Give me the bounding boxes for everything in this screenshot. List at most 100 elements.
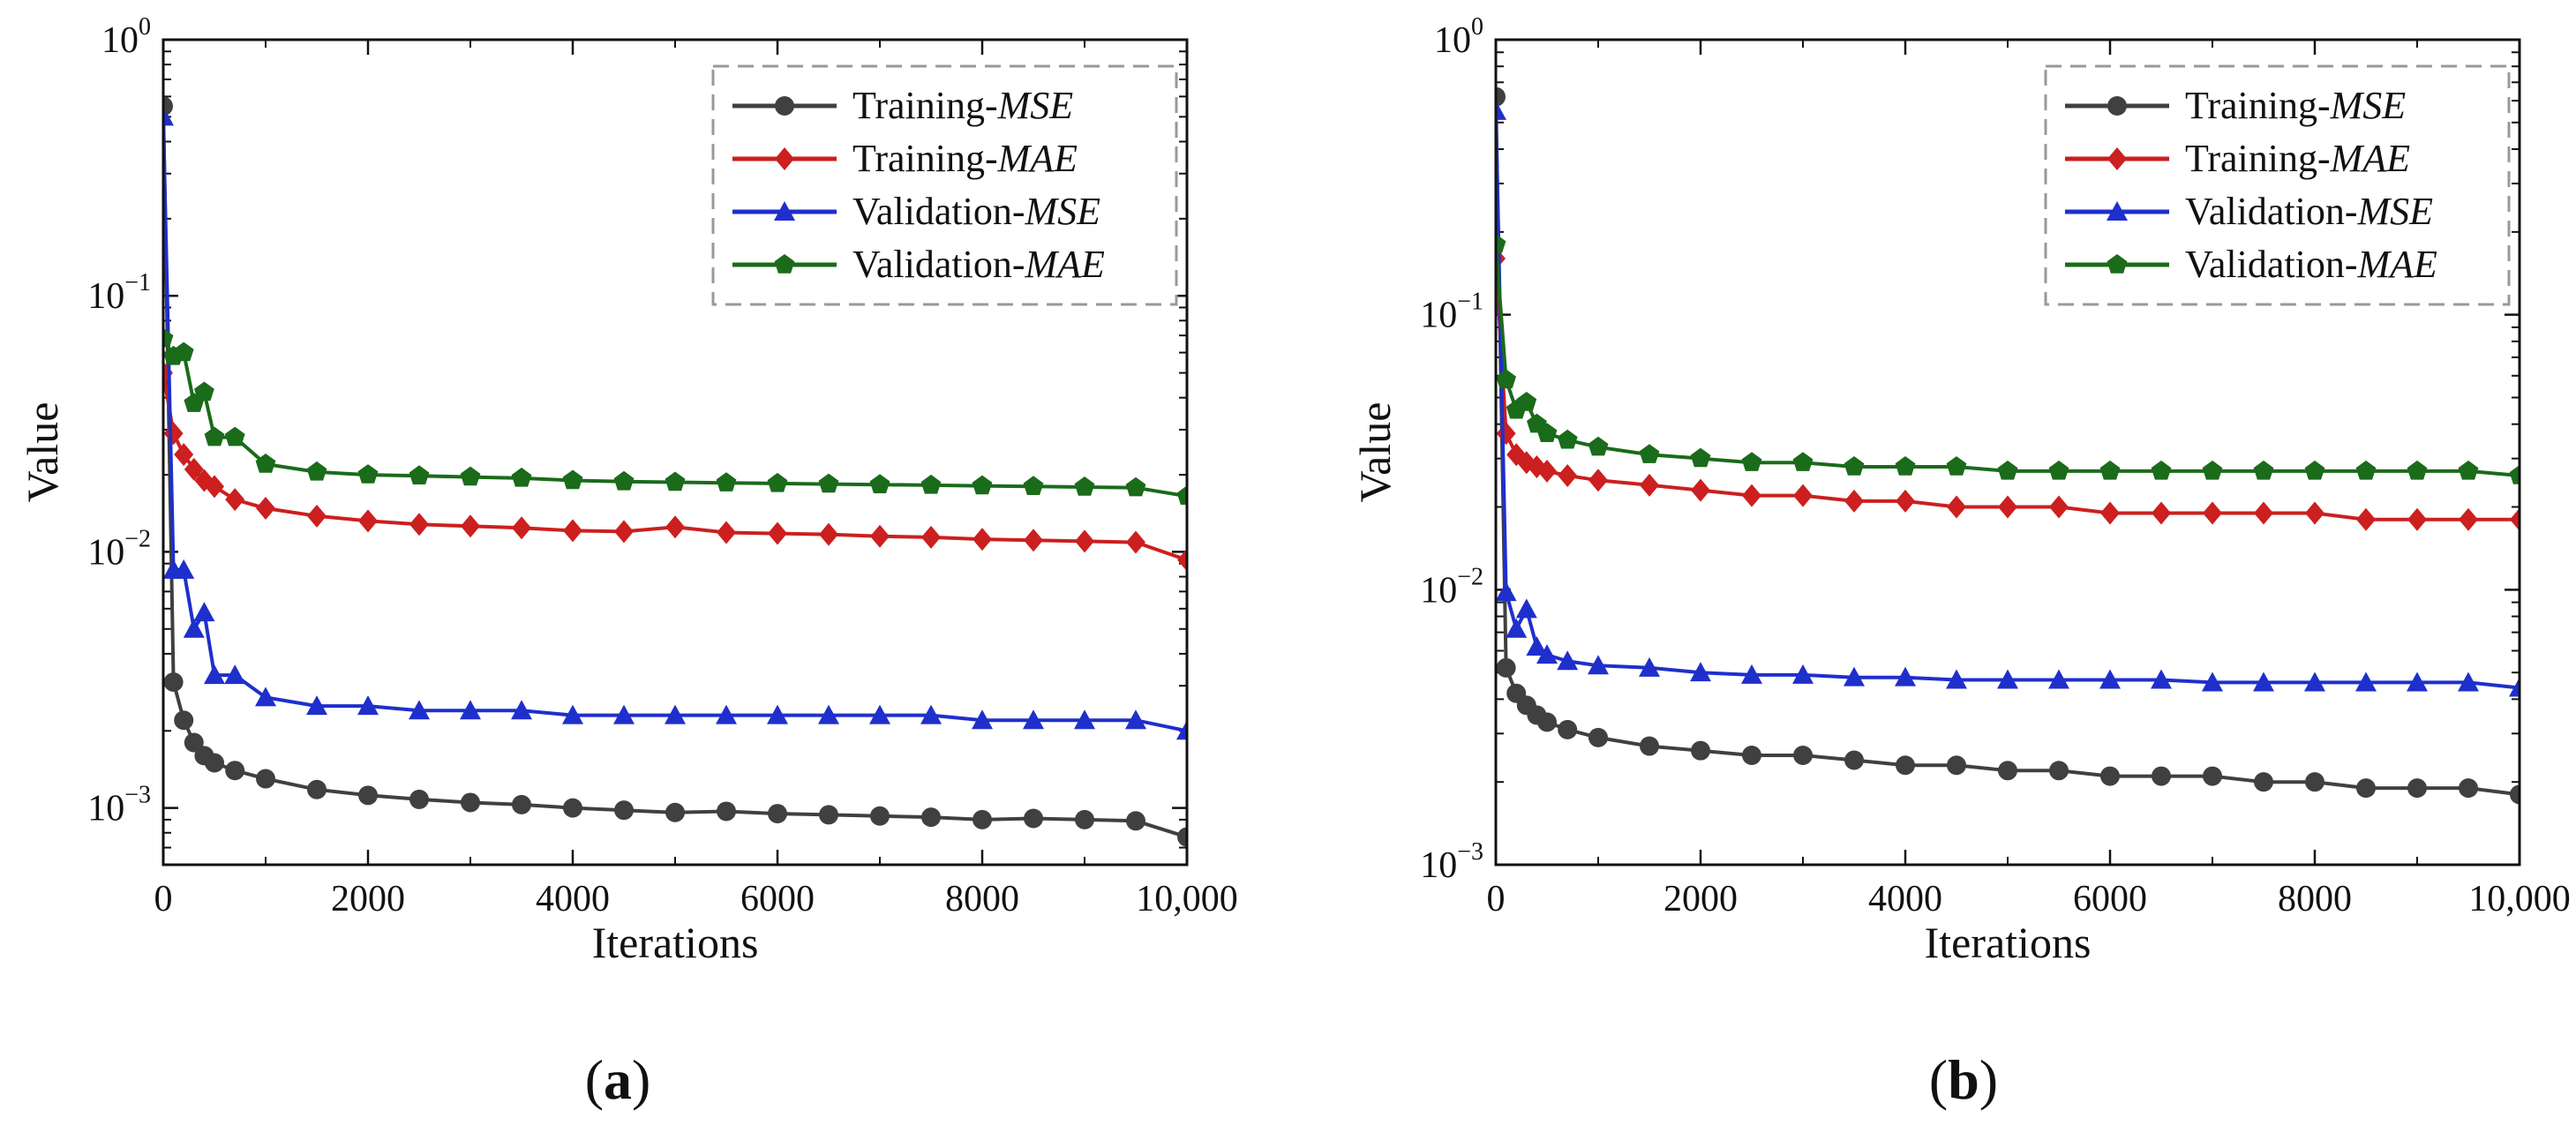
data-point [1844, 456, 1865, 476]
legend: Training-MSETraining-MAEValidation-MSEVa… [2044, 64, 2511, 306]
data-point [1896, 489, 1915, 513]
data-point [1741, 664, 1762, 684]
y-tick-exponent: −3 [1457, 838, 1483, 866]
data-point [1558, 464, 1578, 487]
data-point [1126, 530, 1145, 554]
data-point [1075, 809, 1094, 829]
data-point [1691, 740, 1710, 761]
x-tick-label: 4000 [1868, 879, 1942, 919]
data-point [972, 475, 993, 495]
data-point [1536, 644, 1558, 664]
legend-label-prefix: Validation- [2185, 243, 2358, 286]
data-point [2510, 784, 2520, 805]
data-point [2305, 772, 2324, 792]
data-point [1526, 636, 1548, 657]
y-tick-base: 10 [1434, 20, 1471, 61]
data-point [2107, 201, 2128, 221]
x-tick-label: 8000 [2278, 879, 2352, 919]
data-point [307, 504, 327, 528]
series-training-mse [1496, 86, 2520, 805]
data-point [2152, 766, 2171, 786]
data-point [614, 800, 634, 821]
legend-label-metric: MSE [1025, 190, 1101, 233]
data-point [357, 695, 379, 716]
data-point [1536, 423, 1558, 442]
data-point [460, 466, 481, 486]
legend-label-metric: MSE [997, 84, 1074, 127]
data-point [163, 106, 174, 126]
data-point [973, 528, 992, 551]
y-tick-exponent: 0 [1471, 13, 1483, 41]
x-axis-title: Iterations [592, 918, 759, 967]
data-point [775, 96, 794, 116]
data-point [1588, 436, 1609, 456]
y-tick-label: 10−1 [1420, 289, 1483, 336]
data-point [767, 704, 788, 724]
y-tick-base: 10 [101, 20, 139, 61]
data-point [2049, 495, 2069, 519]
data-point [1793, 745, 1813, 765]
data-point [2107, 254, 2128, 274]
data-point [163, 672, 184, 693]
legend-label-metric: MAE [2357, 243, 2438, 286]
data-point [2407, 672, 2428, 692]
data-point [1742, 745, 1761, 765]
plot-frame [1494, 38, 2521, 867]
panel-caption: (b) [1929, 1048, 1998, 1111]
data-point [461, 514, 480, 538]
caption-paren: ( [1929, 1048, 1948, 1111]
data-point [2304, 672, 2325, 692]
y-tick-base: 10 [1420, 845, 1457, 886]
data-point [2099, 460, 2121, 480]
legend-label-prefix: Training- [2185, 84, 2331, 127]
data-point [1023, 476, 1044, 495]
y-tick-label: 10−3 [1420, 838, 1483, 886]
data-point [1496, 100, 1506, 120]
data-point [1537, 712, 1557, 732]
data-point [1024, 808, 1043, 829]
y-tick-base: 10 [1420, 570, 1457, 611]
data-point [256, 497, 275, 521]
data-point [174, 710, 194, 731]
x-tick-label: 10,000 [1136, 879, 1238, 919]
plot-frame [161, 38, 1189, 867]
y-tick-exponent: −2 [124, 525, 151, 552]
legend-label: Training-MSE [852, 84, 1073, 127]
data-point [194, 381, 214, 401]
data-point [1496, 234, 1506, 253]
data-point [1588, 727, 1608, 747]
data-point [1506, 618, 1528, 638]
data-point [665, 515, 685, 539]
data-point [1496, 86, 1506, 107]
series-validation-mae [1496, 234, 2520, 484]
data-point [2152, 501, 2171, 525]
data-point [1844, 489, 1864, 513]
data-point [665, 802, 685, 822]
data-point [1176, 720, 1187, 740]
data-point [1023, 709, 1044, 730]
y-tick-exponent: −1 [124, 269, 151, 296]
legend-label: Training-MAE [2185, 137, 2410, 180]
data-point [307, 779, 327, 799]
data-point [717, 801, 736, 822]
data-point [193, 602, 215, 622]
data-point [2107, 96, 2127, 116]
legend-label-metric: MSE [2330, 84, 2407, 127]
data-point [613, 470, 635, 491]
data-point [775, 147, 794, 170]
data-point [2254, 501, 2273, 525]
data-point [562, 704, 583, 724]
data-point [1997, 669, 2018, 689]
data-point [2509, 677, 2520, 697]
caption-letter: a [604, 1048, 632, 1111]
plot-area [163, 96, 1187, 847]
legend-label-prefix: Validation- [852, 243, 1025, 286]
data-point [1177, 827, 1187, 847]
data-point [173, 559, 195, 579]
data-point [1792, 664, 1814, 684]
y-tick-label: 100 [1434, 13, 1483, 61]
data-point [1947, 495, 1966, 519]
data-point [1946, 669, 1967, 689]
data-point [204, 664, 225, 685]
legend-item: Validation-MAE [2065, 243, 2437, 286]
